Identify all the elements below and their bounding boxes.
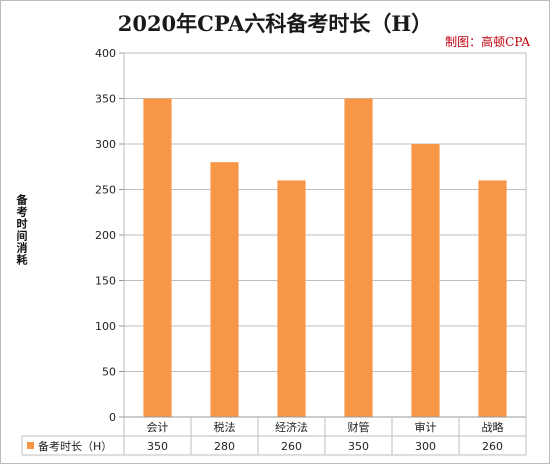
x-category-label: 财管 [348,420,370,434]
y-tick-label: 100 [95,320,116,333]
bar-审计 [411,144,440,417]
x-category-label: 会计 [147,421,169,434]
y-axis-label: 备考时间消耗 [15,194,28,266]
y-tick-label: 150 [95,275,116,288]
bar-经济法 [277,180,306,417]
y-tick-label: 250 [95,184,116,197]
x-category-label: 审计 [415,420,437,434]
bar-战略 [478,180,507,417]
chart-title: 2020年CPA六科备考时长（H） [117,11,433,36]
table-value-cell: 300 [415,440,436,453]
y-tick-label: 200 [95,229,116,242]
table-value-cell: 260 [281,440,302,453]
x-category-label: 税法 [214,420,236,434]
legend-series-name: 备考时长（H） [38,439,112,453]
bar-财管 [344,98,373,417]
table-value-cell: 260 [482,440,503,453]
bar-会计 [143,98,172,417]
y-tick-label: 300 [95,138,116,151]
x-category-label: 战略 [482,420,504,434]
y-tick-label: 0 [109,411,116,424]
legend-swatch [27,442,34,449]
table-value-cell: 350 [348,440,369,453]
table-value-cell: 280 [214,440,235,453]
x-category-label: 经济法 [275,420,308,434]
y-tick-label: 350 [95,93,116,106]
bar-税法 [210,162,239,417]
y-tick-label: 400 [95,47,116,60]
y-tick-label: 50 [102,366,116,379]
chart-credit: 制图：高顿CPA [445,35,530,49]
table-value-cell: 350 [147,440,168,453]
